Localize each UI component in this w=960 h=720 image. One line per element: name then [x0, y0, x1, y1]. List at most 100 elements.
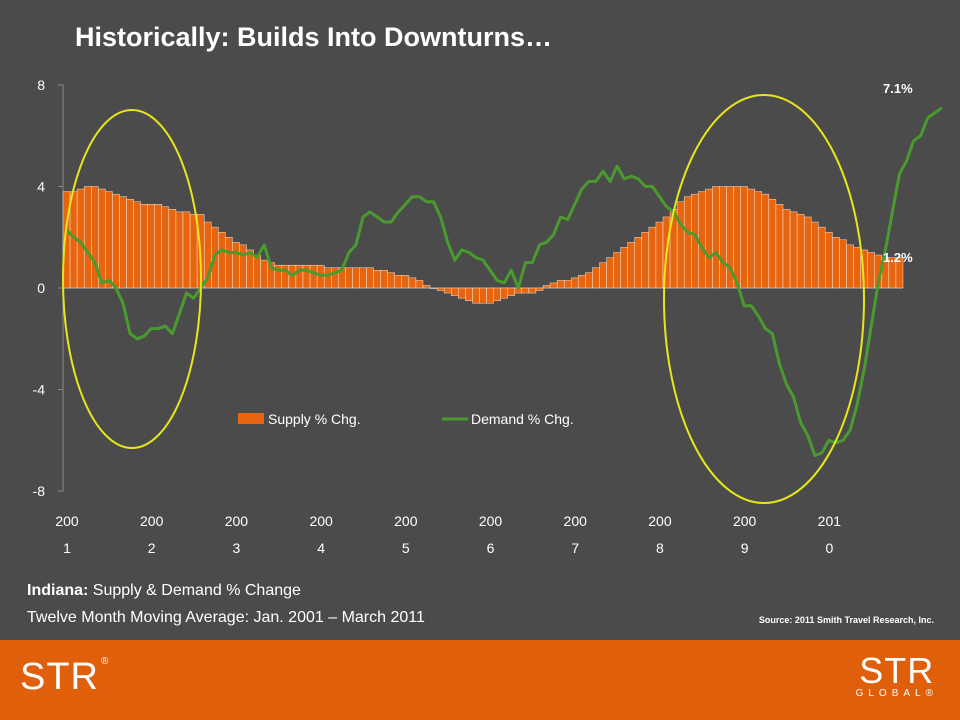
supply-bar [443, 287, 452, 294]
supply-bar [182, 211, 191, 289]
supply-bar [535, 287, 544, 291]
supply-bar [606, 257, 614, 289]
supply-bar [556, 280, 565, 289]
supply-bar [260, 259, 268, 289]
end-labels: 7.1% 1.2% [883, 81, 913, 265]
x-tick-label-bottom: 8 [656, 540, 664, 556]
supply-bar [394, 275, 403, 289]
supply-bar [563, 280, 572, 289]
x-tick-label-bottom: 0 [825, 540, 833, 556]
supply-bar [401, 275, 410, 289]
supply-bar [352, 267, 360, 289]
supply-bar [119, 196, 127, 289]
x-tick-label-bottom: 5 [402, 540, 410, 556]
str-logo-text: STR [20, 656, 99, 698]
y-tick-label: 4 [37, 179, 45, 195]
legend-supply-swatch [238, 413, 264, 424]
str-global-logo-mark: ® [925, 688, 938, 699]
supply-bar [345, 267, 353, 289]
str-logo-mark: ® [101, 656, 110, 667]
supply-bar [825, 231, 833, 289]
supply-bar [754, 191, 763, 289]
x-tick-label-bottom: 9 [741, 540, 749, 556]
supply-bar [775, 204, 784, 289]
str-global-logo-subtext: GLOBAL® [856, 688, 938, 699]
supply-bar [451, 287, 459, 296]
supply-bar [853, 247, 861, 289]
supply-bar [140, 204, 148, 289]
supply-bar [549, 282, 558, 289]
supply-bar [867, 252, 875, 289]
supply-bar [429, 287, 438, 289]
supply-bar [76, 188, 85, 289]
x-tick-label-top: 200 [309, 513, 333, 529]
supply-bar [239, 244, 247, 289]
supply-bar [599, 262, 607, 289]
supply-bar [683, 196, 692, 289]
caption-subject: Supply & Demand % Change [88, 582, 301, 599]
supply-bar [147, 204, 155, 289]
supply-bar [112, 193, 120, 289]
x-tick-label-bottom: 6 [487, 540, 495, 556]
source-note: Source: 2011 Smith Travel Research, Inc. [758, 615, 934, 625]
supply-bar [811, 221, 819, 289]
y-tick-label: -4 [33, 382, 46, 398]
supply-bar [761, 193, 770, 289]
supply-bar [175, 211, 184, 289]
x-tick-label-top: 200 [648, 513, 672, 529]
supply-bar [782, 209, 791, 289]
supply-bar [698, 191, 706, 289]
supply-bar [789, 211, 798, 289]
supply-bar [895, 257, 904, 289]
legend: Supply % Chg. Demand % Chg. [238, 411, 574, 427]
x-tick-label-bottom: 7 [571, 540, 579, 556]
caption-state: Indiana: [27, 582, 89, 599]
supply-end-label: 1.2% [883, 250, 913, 265]
supply-bar [253, 254, 261, 289]
x-tick-label-top: 200 [394, 513, 418, 529]
x-tick-label-top: 200 [733, 513, 757, 529]
demand-line-group [65, 106, 943, 457]
y-tick-label: 8 [37, 77, 45, 93]
supply-bar [281, 264, 290, 289]
supply-bar [740, 186, 748, 289]
supply-bar [627, 242, 635, 289]
x-tick-label-top: 201 [818, 513, 842, 529]
supply-bar [422, 285, 431, 289]
supply-bar [126, 198, 134, 289]
highlight-ellipse-left [62, 109, 202, 449]
supply-bar [613, 252, 621, 289]
supply-bar [366, 267, 374, 289]
supply-bar [712, 186, 720, 289]
supply-bar [295, 264, 304, 289]
supply-bar [521, 287, 530, 294]
chart: 8 4 0 -4 -8 200 1 200 2 200 3 200 4 200 5 200 6 200 7 200 8 2… [33, 77, 943, 556]
supply-bar [218, 231, 226, 289]
supply-bar [507, 287, 515, 296]
supply-bar [302, 264, 311, 289]
legend-supply-label: Supply % Chg. [268, 411, 361, 427]
x-tick-label-top: 200 [564, 513, 588, 529]
supply-bar [846, 244, 854, 289]
supply-bar [578, 275, 586, 289]
supply-bar [373, 270, 381, 289]
str-global-logo: STR GLOBAL® [856, 650, 938, 700]
str-global-logo-word: GLOBAL [855, 688, 926, 699]
supply-bar [648, 226, 657, 289]
supply-bar [458, 287, 466, 299]
footer-bar: STR ® STR GLOBAL® [0, 640, 960, 720]
str-global-logo-text: STR [859, 650, 935, 691]
y-tick-label: 0 [37, 280, 45, 296]
supply-bar [620, 247, 628, 289]
supply-bar [387, 272, 395, 289]
supply-bar [472, 287, 480, 304]
supply-bar [733, 186, 741, 289]
supply-bar [528, 287, 537, 294]
supply-bar [585, 272, 593, 289]
x-tick-label-top: 200 [55, 513, 79, 529]
y-tick-label: -8 [33, 483, 46, 499]
supply-bar [796, 214, 805, 289]
supply-bar [168, 209, 177, 289]
caption-line-2: Twelve Month Moving Average: Jan. 2001 –… [27, 609, 425, 626]
x-tick-label-bottom: 3 [233, 540, 241, 556]
